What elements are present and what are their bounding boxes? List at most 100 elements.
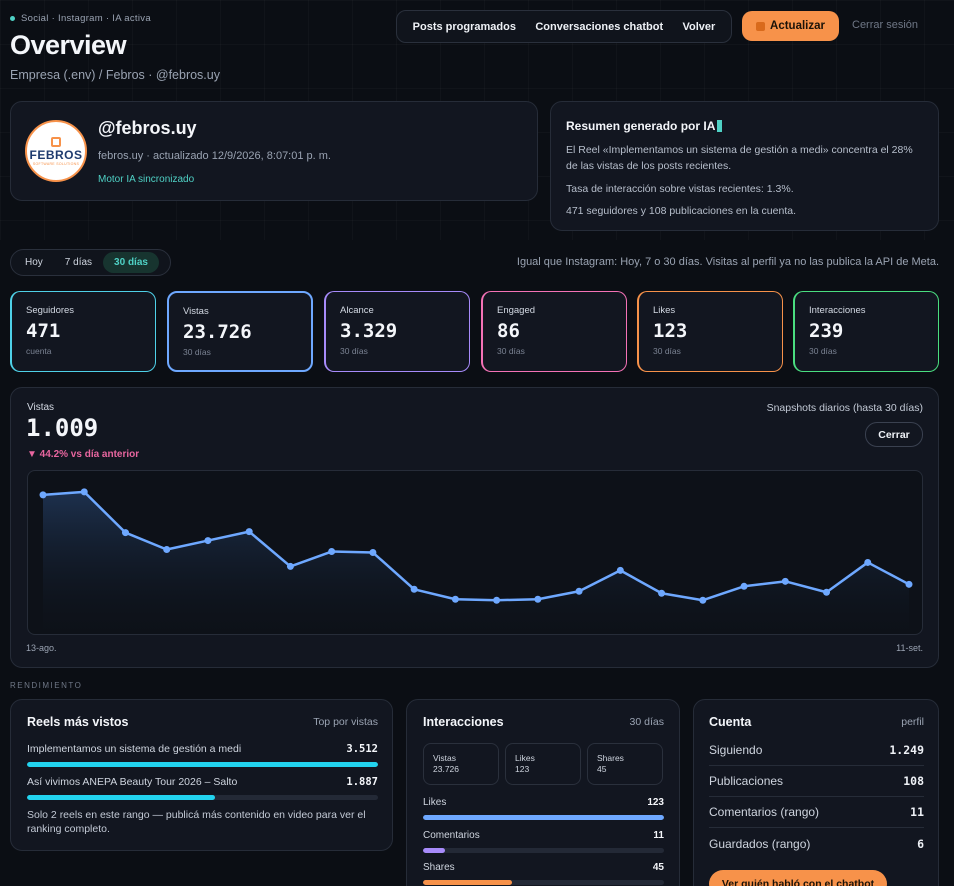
account-card (693, 699, 939, 886)
avatar: FEBROS SOFTWARE SOLUTIONS (25, 120, 87, 182)
interaction-value: 45 (652, 862, 664, 873)
ai-summary-title: Resumen generado por IA (566, 119, 723, 133)
views-data-point[interactable] (864, 558, 872, 566)
views-data-point[interactable] (534, 595, 542, 603)
kpi-card-interacciones[interactable]: Interacciones 239 30 días (793, 291, 939, 372)
section-title: RENDIMIENTO (10, 681, 83, 690)
chart-delta: ▼ 44.2% vs día anterior (27, 449, 140, 460)
views-data-point[interactable] (204, 537, 212, 545)
nav-posts-programados[interactable]: Posts programados (412, 20, 516, 33)
kpi-sub: cuenta (26, 346, 52, 356)
mini-stat-vistas: Vistas 23.726 (423, 743, 499, 785)
kpi-card-likes[interactable]: Likes 123 30 días (637, 291, 783, 372)
range-tabs: Hoy 7 días 30 días (10, 249, 171, 276)
views-data-point[interactable] (699, 596, 707, 604)
febros-logo-icon (51, 136, 61, 147)
mini-stat-label: Shares (597, 753, 624, 763)
views-data-point[interactable] (286, 562, 294, 570)
account-row-guardados: Guardados (rango) 6 (709, 828, 924, 859)
interaction-value: 123 (647, 797, 664, 808)
account-label: Guardados (rango) (709, 836, 811, 851)
kpi-label: Seguidores (26, 305, 75, 316)
account-title: Cuenta (709, 715, 752, 729)
interaction-row-shares: Shares 45 (423, 862, 664, 885)
profile-meta: febros.uy · actualizado 12/9/2026, 8:07:… (98, 150, 331, 162)
reels-title: Reels más vistos (27, 715, 129, 729)
reel-item[interactable]: Implementamos un sistema de gestión a me… (27, 743, 378, 767)
top-nav: Posts programados Conversaciones chatbot… (396, 10, 732, 43)
views-data-point[interactable] (616, 566, 624, 574)
views-data-point[interactable] (781, 577, 789, 585)
views-data-point[interactable] (410, 585, 418, 593)
kpi-card-engaged[interactable]: Engaged 86 30 días (481, 291, 627, 372)
reel-item[interactable]: Así vivimos ANEPA Beauty Tour 2026 – Sal… (27, 776, 378, 800)
mini-stat-label: Likes (515, 753, 535, 763)
reel-value: 3.512 (346, 743, 378, 755)
ai-summary-title-text: Resumen generado por IA (566, 119, 716, 133)
update-button[interactable]: Actualizar (742, 11, 839, 41)
kpi-card-seguidores[interactable]: Seguidores 471 cuenta (10, 291, 156, 372)
views-data-point[interactable] (121, 529, 129, 537)
kpi-value: 239 (809, 320, 844, 342)
views-data-point[interactable] (493, 596, 501, 604)
mini-stat-value: 23.726 (433, 764, 459, 774)
views-data-point[interactable] (905, 580, 913, 588)
views-data-point[interactable] (369, 549, 377, 557)
nav-volver[interactable]: Volver (682, 20, 716, 33)
logo-text: FEBROS (29, 147, 83, 162)
cursor-icon (717, 120, 723, 132)
views-data-point[interactable] (80, 488, 88, 496)
interaction-value: 11 (653, 830, 664, 841)
reel-bar-track (27, 795, 378, 800)
interaction-bar-track (423, 848, 664, 853)
mini-stat-likes: Likes 123 (505, 743, 581, 785)
nav-conversaciones-chatbot[interactable]: Conversaciones chatbot (535, 20, 664, 33)
kpi-card-vistas[interactable]: Vistas 23.726 30 días (167, 291, 313, 372)
interaction-row-comentarios: Comentarios 11 (423, 830, 664, 853)
kpi-card-alcance[interactable]: Alcance 3.329 30 días (324, 291, 470, 372)
views-data-point[interactable] (823, 588, 831, 596)
kpi-value: 471 (26, 320, 61, 342)
profile-card (10, 101, 538, 201)
views-data-point[interactable] (245, 528, 253, 536)
tab-30-dias[interactable]: 30 días (103, 252, 159, 273)
interaction-bar-track (423, 815, 664, 820)
views-data-point[interactable] (451, 595, 459, 603)
update-label: Actualizar (770, 20, 825, 32)
views-data-point[interactable] (658, 589, 666, 597)
tab-hoy[interactable]: Hoy (25, 257, 43, 268)
account-label: Publicaciones (709, 774, 784, 788)
views-data-point[interactable] (328, 548, 336, 556)
interaction-row-likes: Likes 123 (423, 797, 664, 820)
tab-7-dias[interactable]: 7 días (64, 257, 93, 268)
close-chart-button[interactable]: Cerrar (865, 422, 923, 447)
views-data-point[interactable] (39, 491, 47, 499)
profile-handle: @febros.uy (98, 118, 197, 138)
views-data-point[interactable] (575, 587, 583, 595)
interactions-title: Interacciones (423, 715, 504, 729)
status-line: Social · Instagram · IA activa (10, 13, 151, 24)
chatbot-conversations-button[interactable]: Ver quién habló con el chatbot (709, 870, 887, 886)
page-title: Overview (10, 30, 127, 60)
logout-button[interactable]: Cerrar sesión (852, 19, 919, 31)
views-area (43, 491, 909, 634)
account-row-siguiendo: Siguiendo 1.249 (709, 735, 924, 766)
interaction-bar-fill (423, 880, 513, 885)
interaction-label: Shares (423, 862, 455, 873)
account-label: Siguiendo (709, 743, 763, 757)
views-chart (27, 470, 923, 635)
kpi-sub: 30 días (340, 346, 368, 356)
mini-stat-shares: Shares 45 (587, 743, 663, 785)
mini-stat-label: Vistas (433, 753, 456, 763)
reel-title: Implementamos un sistema de gestión a me… (27, 743, 242, 755)
breadcrumb: Empresa (.env) / Febros · @febros.uy (10, 68, 220, 82)
interaction-bar-track (423, 880, 664, 885)
mini-stat-value: 123 (515, 764, 530, 774)
reel-value: 1.887 (346, 776, 378, 788)
kpi-sub: 30 días (183, 347, 211, 357)
views-data-point[interactable] (163, 546, 171, 554)
views-data-point[interactable] (740, 582, 748, 590)
account-aside: perfil (901, 716, 924, 728)
kpi-sub: 30 días (653, 346, 681, 356)
kpi-label: Engaged (497, 305, 536, 316)
